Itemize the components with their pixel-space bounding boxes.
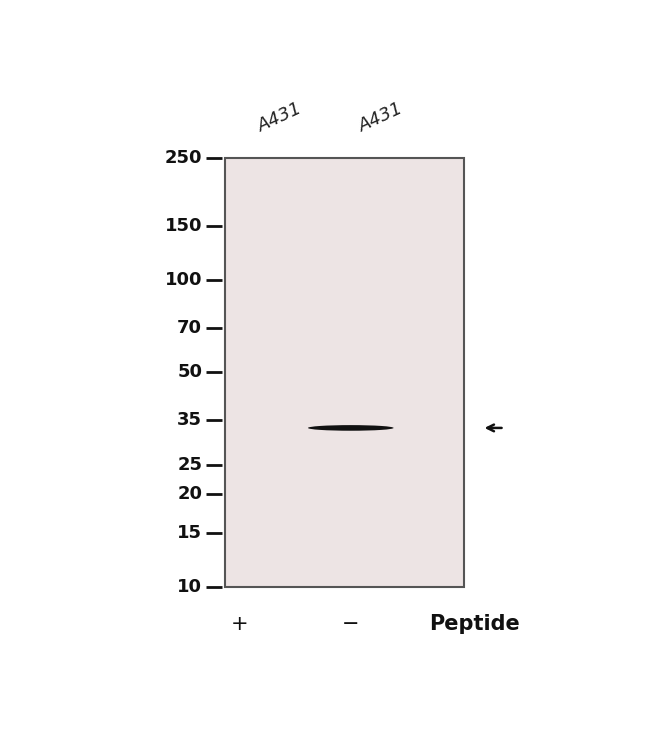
Text: 50: 50 (177, 364, 202, 381)
Text: 150: 150 (164, 217, 202, 235)
Text: 35: 35 (177, 411, 202, 429)
Text: 25: 25 (177, 456, 202, 474)
Text: Peptide: Peptide (429, 614, 519, 635)
Bar (225, 158, 464, 586)
Text: +: + (231, 614, 249, 635)
Text: 15: 15 (177, 523, 202, 542)
Ellipse shape (308, 425, 394, 430)
Text: 20: 20 (177, 485, 202, 504)
Text: 70: 70 (177, 318, 202, 337)
Text: A431: A431 (356, 100, 406, 135)
Text: A431: A431 (255, 100, 306, 135)
Text: 100: 100 (164, 272, 202, 289)
Text: 250: 250 (164, 149, 202, 168)
Text: −: − (342, 614, 359, 635)
Text: 10: 10 (177, 578, 202, 596)
